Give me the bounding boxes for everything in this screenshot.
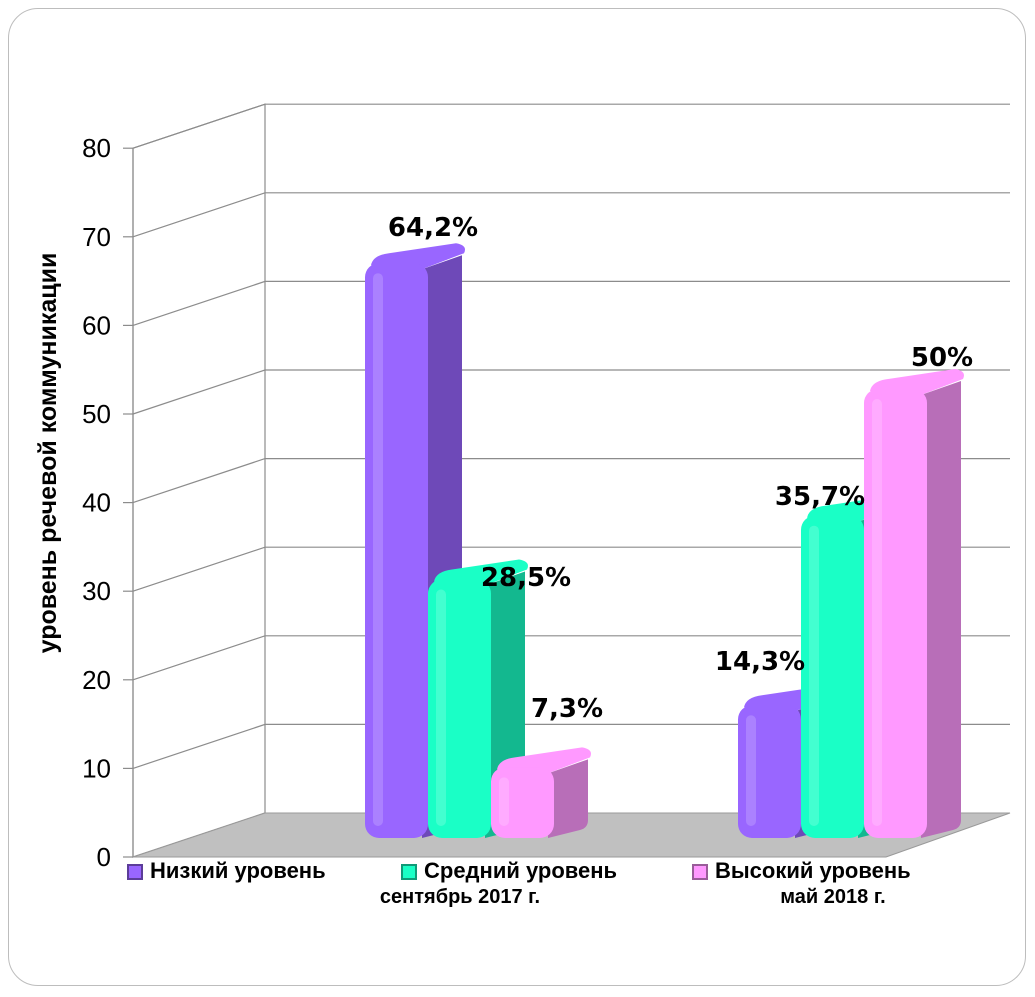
legend-swatch	[692, 864, 708, 880]
data-labels: 64,2% 28,5% 7,3% 14,3% 35,7% 50%	[388, 213, 973, 724]
bar-front	[738, 705, 801, 838]
bar-side	[548, 759, 588, 838]
y-axis-label: уровень речевой коммуникации	[34, 253, 62, 654]
bar-front	[801, 515, 864, 838]
x-category-label: май 2018 г.	[780, 886, 885, 908]
data-label: 50%	[911, 343, 973, 373]
data-label: 35,7%	[775, 482, 865, 512]
legend-label: Низкий уровень	[150, 858, 326, 883]
bar-top	[434, 559, 528, 586]
bar-top	[870, 369, 964, 395]
y-tick-label: 10	[82, 753, 111, 783]
legend-swatch	[401, 864, 417, 880]
y-tick-label: 20	[82, 665, 111, 695]
bars	[365, 243, 964, 839]
bar-highlight	[373, 273, 383, 826]
gridline	[132, 369, 1010, 415]
gridline	[132, 546, 1010, 592]
bar-front	[428, 579, 491, 838]
gridline	[132, 458, 1010, 504]
legend-item: Низкий уровень	[127, 858, 326, 883]
y-tick-label: 0	[97, 842, 111, 872]
y-tick-label: 30	[82, 576, 111, 606]
y-tick-label: 50	[82, 399, 111, 429]
bar-highlight	[436, 589, 446, 826]
bar-highlight	[809, 525, 819, 826]
bar-side	[921, 381, 961, 838]
data-label: 28,5%	[481, 563, 571, 593]
y-tick-label: 40	[82, 488, 111, 518]
y-tick-label: 60	[82, 310, 111, 340]
bar-highlight	[872, 399, 882, 826]
legend-label: Средний уровень	[424, 858, 617, 883]
bar-front	[491, 767, 554, 838]
legend-item: Средний уровень	[401, 858, 617, 883]
gridline	[132, 192, 1010, 238]
legend: Низкий уровень Средний уровень Высокий уро…	[127, 858, 911, 883]
bar-front	[365, 263, 428, 838]
y-tick-label: 70	[82, 222, 111, 252]
data-label: 7,3%	[531, 694, 603, 724]
bar	[864, 369, 964, 838]
legend-label: Высокий уровень	[715, 858, 911, 883]
data-label: 14,3%	[715, 647, 805, 677]
data-label: 64,2%	[388, 213, 478, 243]
bar	[428, 559, 528, 838]
legend-swatch	[127, 864, 143, 880]
bar-front	[864, 389, 927, 838]
y-axis-ticks: 0 10 20 30 40 50 60 70 80	[82, 133, 133, 872]
bar-top	[497, 747, 591, 774]
bar-highlight	[746, 715, 756, 826]
x-axis-categories: сентябрь 2017 г. май 2018 г.	[380, 886, 886, 908]
bar-highlight	[499, 777, 509, 826]
gridline	[132, 635, 1010, 681]
legend-item: Высокий уровень	[692, 858, 911, 883]
gridline	[132, 103, 1010, 149]
y-tick-label: 80	[82, 133, 111, 163]
bar-top	[371, 243, 465, 270]
x-category-label: сентябрь 2017 г.	[380, 886, 540, 908]
gridlines	[132, 103, 1010, 769]
gridline	[132, 280, 1010, 326]
bar	[491, 747, 591, 838]
